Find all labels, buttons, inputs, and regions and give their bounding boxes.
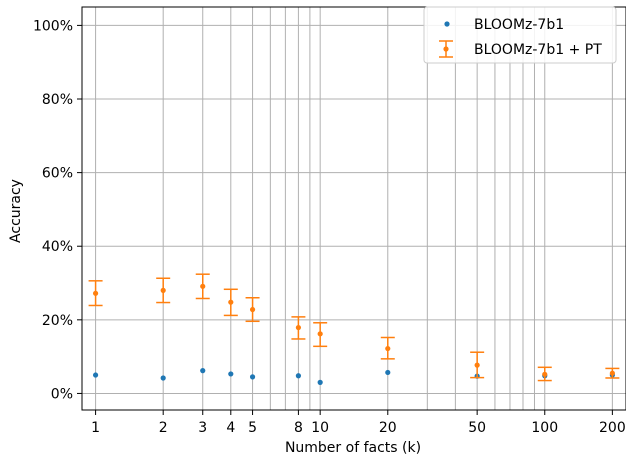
data-point (317, 379, 323, 385)
y-tick-label: 20% (42, 313, 73, 329)
x-tick-label: 200 (599, 420, 626, 436)
data-point (228, 371, 234, 377)
series-2 (88, 273, 620, 382)
data-point (92, 372, 99, 378)
data-point (385, 345, 391, 352)
x-tick-label: 8 (294, 420, 303, 436)
x-tick-label: 20 (379, 420, 397, 436)
data-point (249, 374, 256, 380)
data-point (200, 368, 206, 374)
ticks: 1 2 3 4 5 8 10 20 50 100 200 0% 20% 40% 60% 80% 100% (33, 18, 626, 436)
data-point (609, 370, 615, 376)
x-tick-label: 3 (198, 420, 207, 436)
data-point (295, 373, 302, 379)
x-tick-label: 50 (468, 420, 486, 436)
y-tick-label: 100% (33, 18, 73, 34)
x-tick-label: 1 (91, 420, 100, 436)
grid (82, 7, 626, 410)
data-point (200, 283, 206, 289)
x-tick-label: 4 (226, 420, 235, 436)
data-point (92, 290, 99, 296)
legend-label-series-2: BLOOMz-7b1 + PT (474, 42, 602, 58)
data-point (160, 375, 166, 381)
data-point (228, 299, 234, 305)
data-point (249, 306, 256, 313)
legend-marker-series-1 (444, 21, 450, 27)
data-point (542, 371, 548, 377)
x-tick-label: 100 (531, 420, 558, 436)
x-tick-label: 10 (311, 420, 329, 436)
axes-frame (81, 6, 626, 411)
legend: BLOOMz-7b1 BLOOMz-7b1 + PT (423, 6, 617, 64)
data-point (160, 287, 166, 293)
legend-box (423, 6, 617, 64)
y-tick-label: 0% (51, 386, 73, 402)
data-point (474, 362, 480, 368)
data-point (317, 331, 323, 337)
plot-frame (81, 6, 626, 411)
data-marks (88, 273, 620, 385)
data-point (295, 324, 302, 331)
x-tick-label: 5 (248, 420, 257, 436)
y-tick-label: 60% (42, 166, 73, 182)
x-axis-label: Number of facts (k) (285, 440, 421, 456)
data-point (385, 369, 391, 376)
y-tick-label: 40% (42, 239, 73, 255)
y-tick-label: 80% (42, 92, 73, 108)
legend-label-series-1: BLOOMz-7b1 (474, 17, 564, 33)
x-tick-label: 2 (159, 420, 168, 436)
y-axis-label: Accuracy (8, 179, 24, 243)
legend-marker-series-2 (439, 40, 453, 58)
